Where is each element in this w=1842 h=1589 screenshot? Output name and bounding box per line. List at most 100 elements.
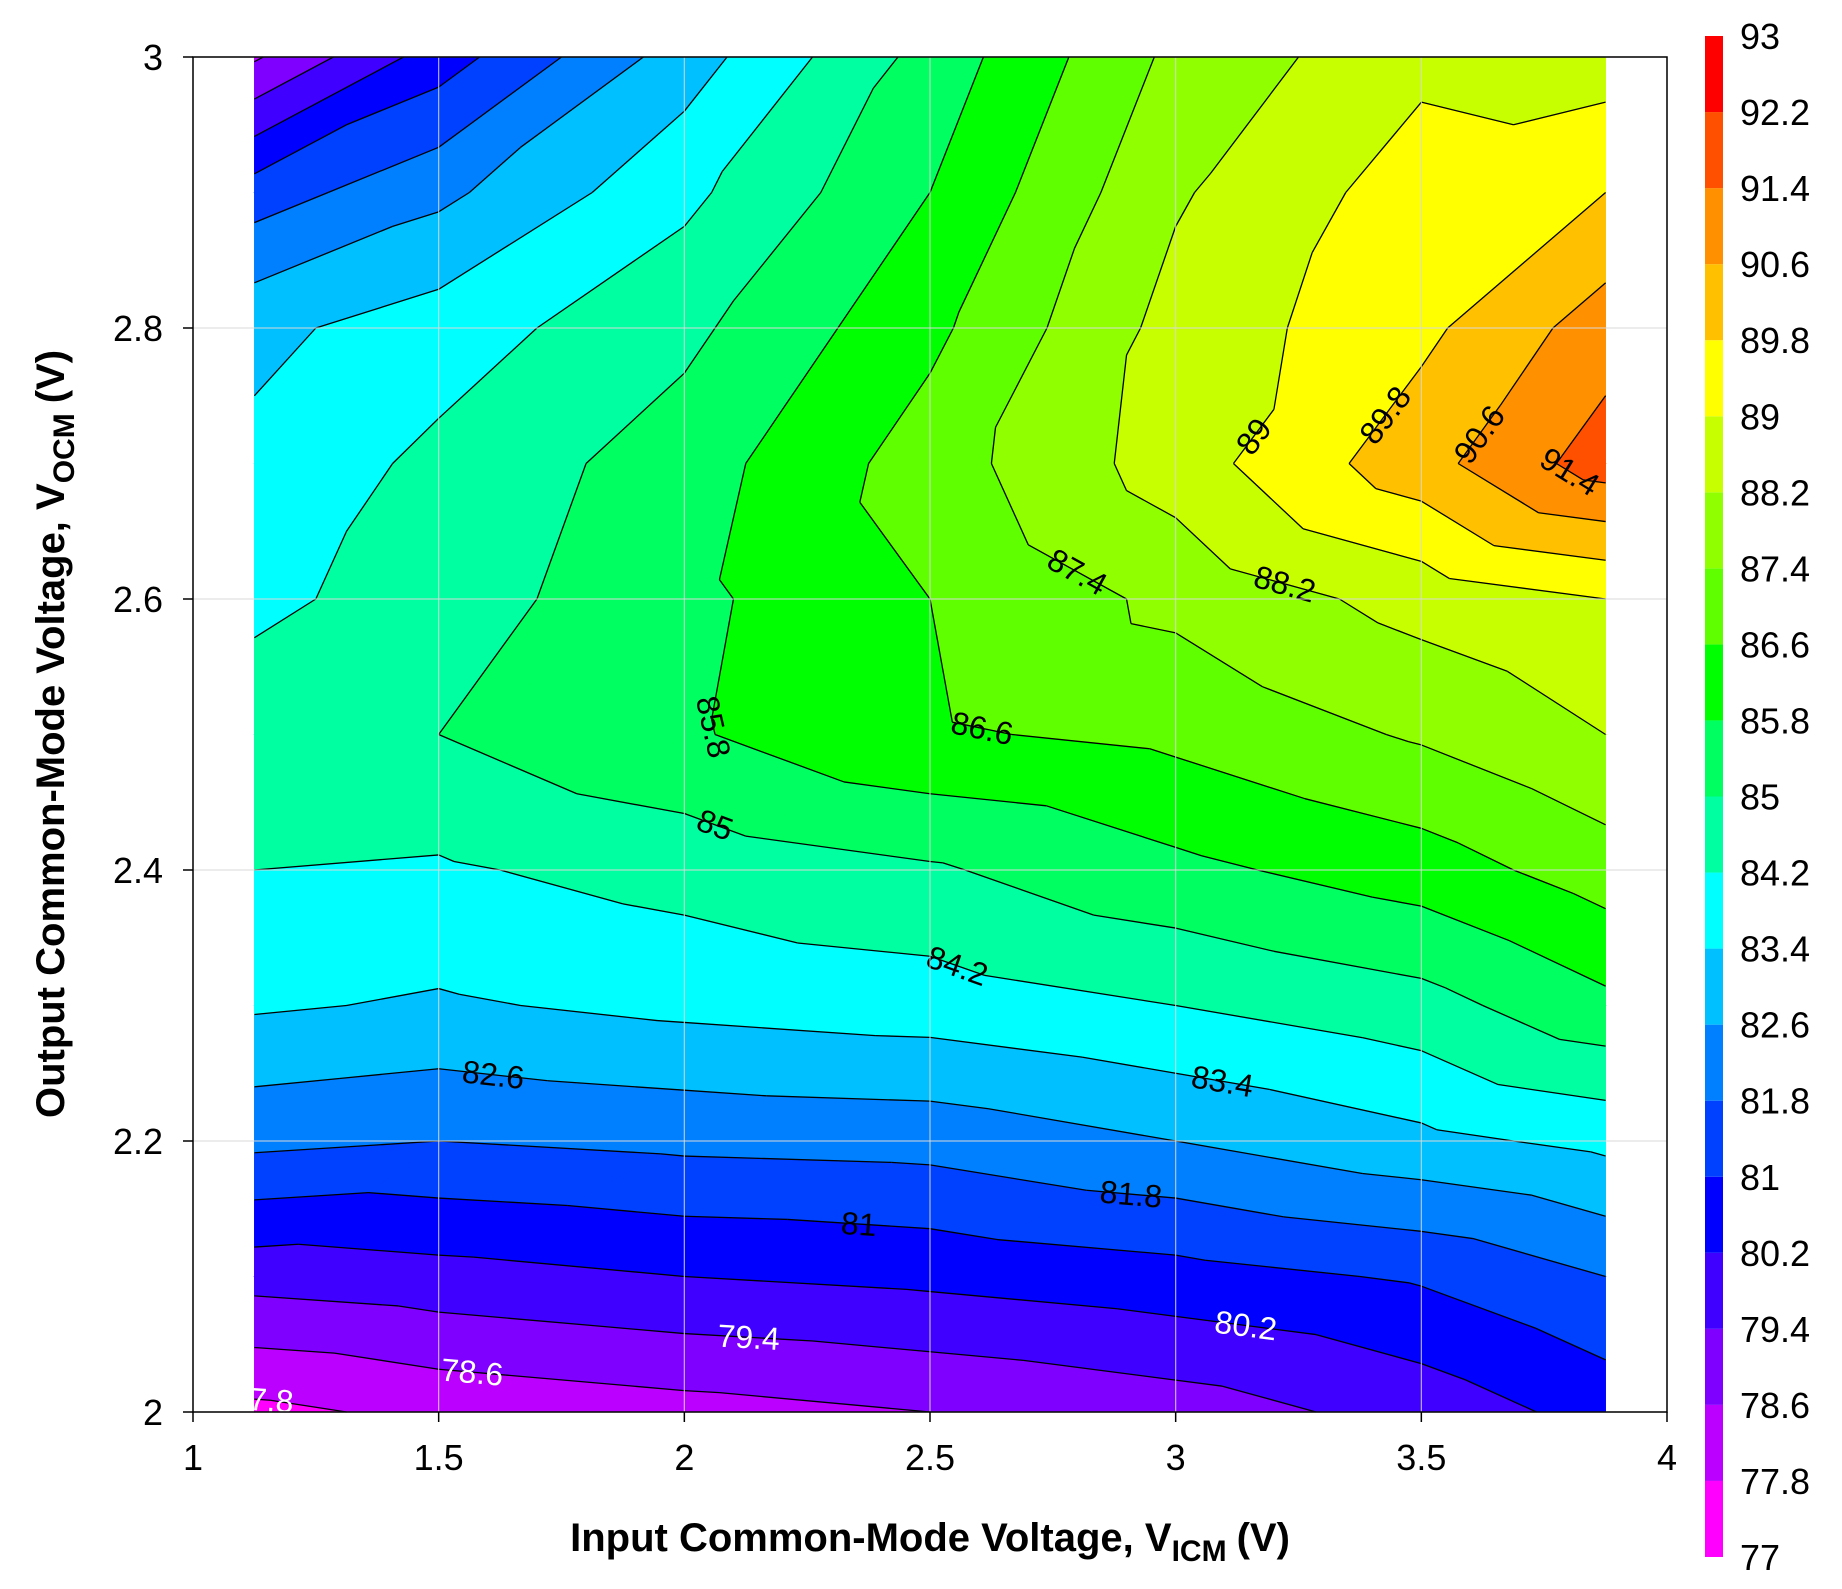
contour-line — [1386, 733, 1409, 743]
x-tick-label: 3.5 — [1396, 1437, 1446, 1478]
contour-line — [1175, 846, 1202, 857]
contour-line — [718, 579, 734, 600]
contour-line — [1175, 1254, 1206, 1261]
contour-line — [1538, 512, 1606, 523]
contour-line — [1421, 977, 1446, 989]
contour-line — [684, 1389, 720, 1394]
contour-line — [1147, 56, 1155, 73]
contour-line — [1175, 1004, 1363, 1039]
contour-line — [1421, 1050, 1499, 1086]
y-title-unit: (V) — [29, 350, 73, 403]
contour-line — [1230, 568, 1340, 600]
contour-line — [1175, 756, 1306, 800]
contour-line — [1139, 226, 1177, 329]
contour-line — [984, 974, 1176, 1007]
contour-line — [1436, 1129, 1514, 1142]
contour-line — [929, 1351, 1024, 1362]
contour-line — [1362, 1172, 1422, 1181]
contour-line — [1420, 560, 1450, 580]
contour-line — [1482, 1004, 1560, 1040]
contour-line — [459, 993, 521, 1007]
contour-line — [1506, 670, 1606, 736]
contour-line — [766, 1095, 931, 1102]
colorbar-band — [1705, 568, 1723, 645]
contour-line — [438, 854, 455, 863]
contour-line — [711, 171, 723, 193]
contour-line — [499, 869, 624, 905]
contour-line — [782, 327, 839, 410]
contour-line — [1210, 56, 1300, 174]
contour-line — [254, 1295, 399, 1307]
contour-line — [1420, 500, 1495, 547]
contour-line — [1420, 327, 1449, 368]
contour-line — [254, 1077, 340, 1088]
contour-line — [315, 530, 348, 600]
contour-line — [929, 1290, 1118, 1310]
colorbar-band — [1705, 416, 1723, 493]
contour-line — [270, 1399, 347, 1413]
contour-line — [721, 56, 814, 173]
colorbar-band — [1705, 1480, 1723, 1557]
contour-line — [906, 1288, 931, 1293]
contour-line — [438, 191, 470, 213]
colorbar-label: 77.8 — [1740, 1461, 1810, 1502]
contour-line — [468, 146, 521, 193]
contour-line — [929, 598, 953, 723]
contour-line — [964, 869, 1094, 916]
contour-line — [398, 1305, 439, 1313]
contour-line — [254, 598, 317, 639]
contour-line — [929, 860, 943, 864]
contour-line — [1421, 827, 1459, 844]
contour-line — [683, 56, 728, 112]
colorbar-label: 86.6 — [1740, 624, 1810, 665]
contour-line — [1513, 869, 1574, 895]
contour-line — [683, 327, 716, 374]
x-tick-label: 2.5 — [905, 1437, 955, 1478]
contour-line — [714, 300, 735, 329]
contour-line — [1117, 1308, 1176, 1317]
contour-line — [438, 56, 480, 88]
contour-line — [254, 1191, 369, 1201]
contour-line — [1498, 1083, 1606, 1101]
contour-line — [438, 191, 593, 290]
contour-line — [859, 463, 870, 503]
y-tick-label: 2 — [143, 1392, 163, 1433]
contour-line — [929, 793, 1047, 807]
contour-line — [1014, 132, 1040, 193]
contour-line — [1086, 1189, 1176, 1199]
colorbar-label: 89 — [1740, 396, 1780, 437]
contour-line — [1421, 639, 1508, 672]
contour-line — [1409, 1282, 1422, 1287]
contour-line — [1311, 192, 1347, 254]
contour-line — [1081, 1056, 1176, 1074]
colorbar-band — [1705, 1328, 1723, 1405]
contour-line — [1175, 1140, 1363, 1175]
contour-label: 79.4 — [717, 1318, 781, 1358]
contour-line — [1175, 1315, 1317, 1336]
contour-line — [1175, 192, 1196, 227]
contour-line — [327, 146, 439, 194]
y-title-main: Output Common-Mode Voltage, V — [29, 483, 73, 1118]
contour-line — [1175, 1197, 1284, 1218]
x-axis-title: Input Common-Mode Voltage, VICM (V) — [570, 1516, 1290, 1568]
contour-line — [1113, 463, 1128, 491]
contour-label: 81.8 — [1098, 1174, 1163, 1215]
colorbar-band — [1705, 1252, 1723, 1329]
colorbar-label: 88.2 — [1740, 472, 1810, 513]
contour-line — [1205, 1259, 1360, 1278]
contour-line — [1130, 622, 1176, 634]
contour-line — [1304, 798, 1422, 829]
contour-line — [438, 1140, 661, 1155]
x-tick-label: 3 — [1166, 1437, 1186, 1478]
contour-line — [1375, 487, 1422, 502]
contour-label: 78.6 — [440, 1351, 505, 1392]
contour-line — [1126, 490, 1176, 519]
colorbar-label: 84.2 — [1740, 853, 1810, 894]
contour-line — [1232, 408, 1275, 464]
contour-line — [254, 191, 329, 224]
contour-line — [1359, 1275, 1410, 1284]
contour-line — [952, 311, 960, 329]
contour-line — [996, 1238, 1176, 1256]
contour-line — [254, 1004, 347, 1016]
